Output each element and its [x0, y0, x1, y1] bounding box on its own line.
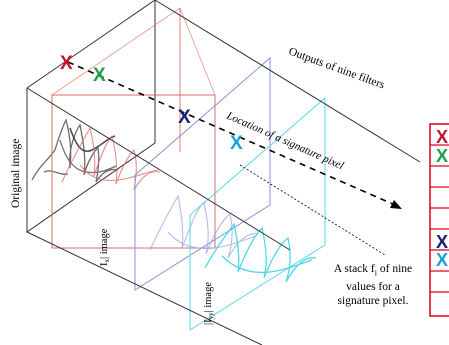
stack-caption-line2: values for a	[346, 281, 400, 294]
stack-caption-line3: signature pixel.	[337, 295, 409, 308]
location-arrow	[67, 61, 402, 256]
ix-signature	[61, 126, 161, 191]
marker-x-red: X	[60, 53, 73, 74]
original-signature	[31, 118, 119, 183]
marker-x-navy: X	[178, 107, 191, 128]
original-image-plane	[26, 0, 156, 233]
middle-filter-plane	[134, 56, 271, 291]
stack-x-cyan: X	[436, 250, 448, 270]
middle-signature	[149, 194, 259, 259]
label-iyy-image: |Iyy| image	[203, 282, 215, 325]
stack-x-navy: X	[436, 232, 448, 252]
ix-image-plane	[50, 7, 216, 249]
marker-x-green: X	[93, 65, 106, 86]
label-ix-image: Ix| image	[99, 228, 111, 266]
stack-edges	[26, 0, 421, 345]
value-stack: X X X X	[429, 123, 449, 317]
stack-x-red: X	[436, 127, 448, 147]
marker-x-cyan: X	[230, 133, 243, 154]
stack-x-green: X	[436, 146, 448, 166]
label-original-image: Original image	[10, 139, 22, 208]
svg-text:|Iyy| image: |Iyy| image	[203, 282, 215, 325]
stack-caption-line1: A stack fi of nine	[333, 263, 413, 278]
iyy-signature	[204, 222, 317, 283]
svg-text:Ix| image: Ix| image	[99, 228, 111, 266]
stack-caption: A stack fi of nine values for a signatur…	[318, 262, 428, 308]
iyy-image-plane	[189, 96, 326, 331]
label-outputs-nine-filters: Outputs of nine filters	[287, 46, 387, 92]
